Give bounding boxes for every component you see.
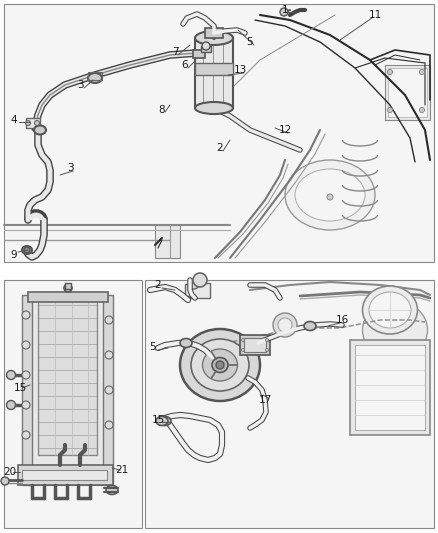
Circle shape — [265, 338, 268, 342]
Text: 8: 8 — [158, 105, 165, 115]
Text: 2: 2 — [154, 280, 161, 290]
Circle shape — [241, 338, 244, 342]
Circle shape — [105, 421, 113, 429]
Circle shape — [387, 108, 392, 112]
Ellipse shape — [159, 416, 171, 425]
Ellipse shape — [212, 358, 227, 373]
Text: 3: 3 — [77, 80, 83, 90]
Bar — [244, 338, 265, 352]
Ellipse shape — [88, 73, 102, 83]
Circle shape — [22, 311, 30, 319]
Text: 16: 16 — [335, 315, 348, 325]
Ellipse shape — [294, 169, 364, 221]
Circle shape — [241, 349, 244, 351]
Circle shape — [35, 120, 39, 125]
Text: 3: 3 — [67, 163, 73, 173]
Ellipse shape — [303, 321, 315, 330]
Text: 12: 12 — [278, 125, 291, 135]
Circle shape — [419, 108, 424, 112]
Ellipse shape — [34, 125, 46, 134]
Bar — [38, 300, 97, 455]
Circle shape — [7, 400, 15, 409]
Ellipse shape — [106, 486, 118, 495]
Circle shape — [22, 431, 30, 439]
Text: 15: 15 — [13, 383, 27, 393]
Text: 11: 11 — [367, 10, 381, 20]
Ellipse shape — [194, 31, 233, 45]
Bar — [26, 118, 40, 128]
Bar — [384, 65, 429, 120]
Text: 21: 21 — [115, 465, 128, 475]
Ellipse shape — [368, 292, 410, 328]
Circle shape — [22, 341, 30, 349]
Bar — [65, 283, 71, 289]
Bar — [22, 470, 107, 480]
Circle shape — [215, 361, 223, 369]
Ellipse shape — [284, 160, 374, 230]
Circle shape — [22, 401, 30, 409]
Bar — [354, 345, 424, 430]
Bar — [194, 38, 233, 108]
Bar — [103, 295, 113, 485]
Circle shape — [419, 69, 424, 75]
Circle shape — [7, 370, 15, 379]
Circle shape — [277, 318, 291, 332]
Text: 5: 5 — [246, 37, 253, 47]
Circle shape — [189, 279, 198, 289]
Bar — [18, 465, 113, 485]
Text: 5: 5 — [149, 342, 156, 352]
Circle shape — [272, 313, 297, 337]
Circle shape — [22, 371, 30, 379]
Circle shape — [105, 351, 113, 359]
Circle shape — [279, 8, 287, 16]
Circle shape — [265, 349, 268, 351]
Circle shape — [105, 386, 113, 394]
Ellipse shape — [191, 339, 248, 391]
Bar — [194, 63, 233, 75]
Bar — [4, 4, 433, 262]
Ellipse shape — [155, 416, 168, 425]
Bar — [4, 280, 141, 528]
Text: 15: 15 — [151, 415, 164, 425]
Text: 2: 2 — [216, 143, 223, 153]
Ellipse shape — [22, 246, 32, 254]
Bar — [88, 72, 102, 80]
Bar — [145, 280, 433, 528]
Bar — [184, 284, 202, 296]
Bar — [190, 283, 209, 298]
Bar — [240, 335, 269, 355]
Text: 20: 20 — [4, 467, 17, 477]
Text: 9: 9 — [11, 250, 17, 260]
Bar — [28, 292, 108, 302]
Ellipse shape — [202, 349, 237, 381]
Text: 4: 4 — [11, 115, 17, 125]
Circle shape — [1, 477, 9, 485]
Circle shape — [387, 69, 392, 75]
Bar — [387, 68, 426, 117]
Circle shape — [24, 247, 30, 253]
Circle shape — [201, 42, 209, 50]
Text: 17: 17 — [258, 395, 271, 405]
Bar — [349, 340, 429, 435]
Bar — [30, 295, 105, 485]
Ellipse shape — [362, 286, 417, 334]
Text: 7: 7 — [171, 47, 178, 57]
Ellipse shape — [194, 102, 233, 114]
Text: 1: 1 — [281, 5, 288, 15]
Text: 13: 13 — [233, 65, 246, 75]
Circle shape — [326, 194, 332, 200]
Bar — [201, 46, 211, 52]
Bar — [155, 225, 180, 258]
Circle shape — [64, 284, 72, 292]
Circle shape — [25, 120, 30, 125]
Ellipse shape — [180, 338, 191, 348]
Bar — [193, 50, 205, 58]
Bar — [22, 295, 32, 485]
Circle shape — [105, 316, 113, 324]
Text: 6: 6 — [181, 60, 188, 70]
Ellipse shape — [362, 301, 427, 359]
Circle shape — [193, 273, 207, 287]
Bar — [205, 28, 223, 38]
Ellipse shape — [180, 329, 259, 401]
